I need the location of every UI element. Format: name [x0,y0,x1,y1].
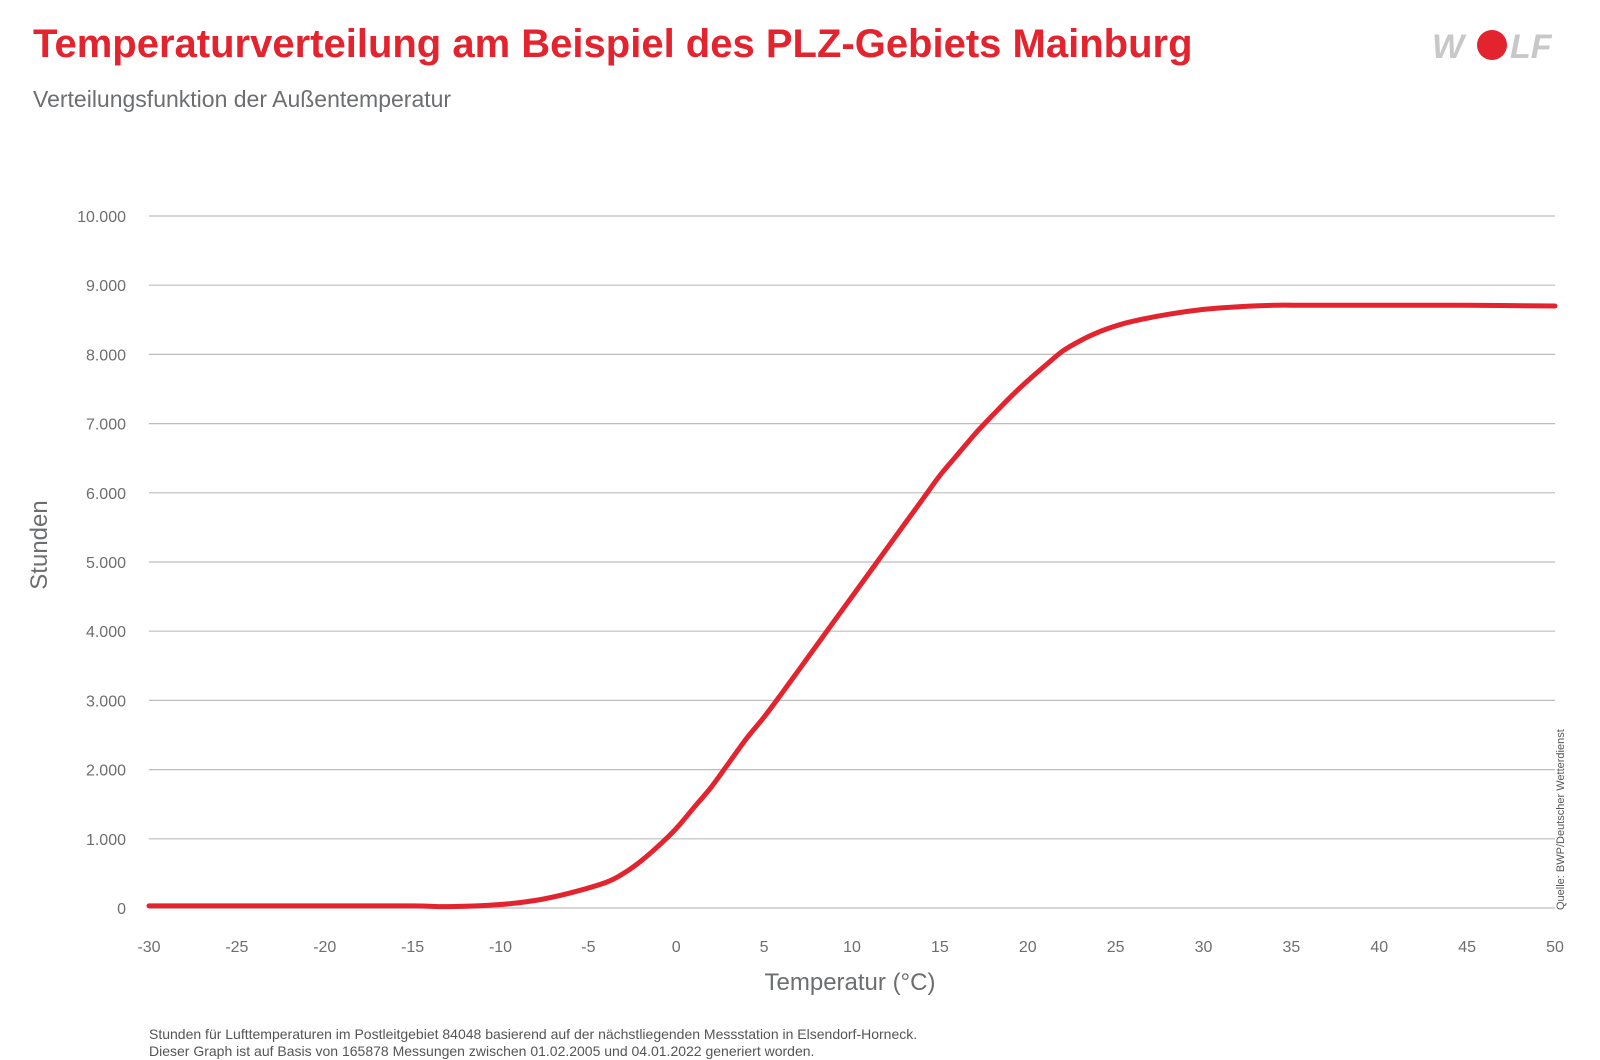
x-tick-label: 35 [1282,939,1300,956]
y-tick-label: 3.000 [86,693,126,710]
y-tick-label: 8.000 [86,347,126,364]
y-tick-label: 0 [117,901,126,918]
y-tick-label: 2.000 [86,763,126,780]
source-note: Quelle: BWP/Deutscher Wetterdienst [1555,729,1567,910]
wolf-logo: W LF [1432,28,1553,64]
x-tick-label: 20 [1019,939,1037,956]
grid-lines [149,215,1555,909]
x-tick-label: 5 [760,939,769,956]
chart-title: Temperaturverteilung am Beispiel des PLZ… [33,22,1193,66]
y-tick-label: 1.000 [86,832,126,849]
x-tick-label: -30 [137,939,160,956]
x-tick-label: 25 [1107,939,1125,956]
chart-subtitle: Verteilungsfunktion der Außentemperatur [33,86,452,112]
x-tick-label: 40 [1370,939,1388,956]
y-tick-label: 4.000 [86,624,126,641]
x-tick-label: 30 [1195,939,1213,956]
x-tick-label: -5 [581,939,595,956]
y-tick-label: 6.000 [86,486,126,503]
x-tick-label: 10 [843,939,861,956]
x-tick-label: -25 [225,939,248,956]
y-axis-label: Stunden [26,500,53,589]
series-group [146,302,1558,910]
x-tick-label: 0 [672,939,681,956]
y-tick-label: 9.000 [86,278,126,295]
x-tick-label: 50 [1546,939,1564,956]
x-tick-label: -15 [401,939,424,956]
footnote-line-2: Dieser Graph ist auf Basis von 165878 Me… [149,1043,815,1059]
x-tick-label: -20 [313,939,336,956]
x-tick-label: 45 [1458,939,1476,956]
series-line [146,302,1558,910]
x-tick-label: 15 [931,939,949,956]
y-axis-ticks: 0 1.000 2.000 3.000 4.000 5.000 6.000 7.000 8.00… [77,209,126,918]
wolf-logo-red-dot-icon [1477,30,1507,60]
x-tick-label: -10 [489,939,512,956]
y-tick-label: 7.000 [86,417,126,434]
footnote-line-1: Stunden für Lufttemperaturen im Postleit… [149,1026,918,1042]
x-axis-label: Temperatur (°C) [765,969,936,996]
wolf-logo-w: W [1432,28,1467,64]
footnote: Stunden für Lufttemperaturen im Postleit… [149,1026,917,1060]
y-tick-label: 10.000 [77,209,126,226]
x-axis-ticks: -30 -25 -20 -15 -10 -5 0 5 10 15 20 25 30 35 40 45 50 [137,939,1564,956]
wolf-logo-lf: LF [1510,28,1553,64]
y-tick-label: 5.000 [86,555,126,572]
